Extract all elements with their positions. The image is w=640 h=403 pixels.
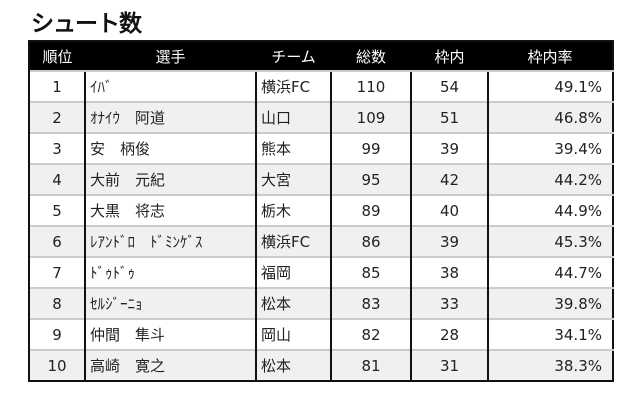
cell-total: 95 [330,163,411,195]
cell-player: 高崎 寛之 [84,349,256,381]
cell-total: 109 [330,101,411,133]
cell-total: 83 [330,287,411,319]
header-team: チーム [256,41,331,71]
cell-on-target-rate: 34.1% [487,318,613,350]
cell-on-target: 54 [410,70,488,102]
cell-rank: 6 [28,225,85,257]
cell-on-target-rate: 45.3% [487,225,613,257]
cell-team: 熊本 [255,132,331,164]
cell-player: ｾﾙｼﾞｰﾆｮ [84,287,256,319]
cell-player: 大前 元紀 [84,163,256,195]
cell-on-target: 38 [410,256,488,288]
cell-on-target: 39 [410,132,488,164]
cell-total: 82 [330,318,411,350]
cell-on-target-rate: 46.8% [487,101,613,133]
cell-team: 横浜FC [255,225,331,257]
header-row: 順位 選手 チーム 総数 枠内 枠内率 [29,41,613,71]
cell-rank: 7 [28,256,85,288]
cell-team: 福岡 [255,256,331,288]
table-row: 7 ﾄﾞｩﾄﾞｩ 福岡 85 38 44.7% [28,256,613,288]
cell-rank: 8 [28,287,85,319]
shots-table: 順位 選手 チーム 総数 枠内 枠内率 1 ｲﾊﾞ 横浜FC 110 54 49.1% 2 ｵﾅｲｳ 阿… [28,40,614,382]
header-on-target-rate: 枠内率 [488,41,613,71]
cell-on-target: 51 [410,101,488,133]
cell-team: 山口 [255,101,331,133]
cell-on-target-rate: 44.9% [487,194,613,226]
cell-total: 89 [330,194,411,226]
cell-rank: 9 [28,318,85,350]
cell-rank: 2 [28,101,85,133]
cell-team: 大宮 [255,163,331,195]
table-row: 8 ｾﾙｼﾞｰﾆｮ 松本 83 33 39.8% [28,287,613,319]
cell-player: ﾚｱﾝﾄﾞﾛ ﾄﾞﾐﾝｹﾞｽ [84,225,256,257]
cell-on-target: 28 [410,318,488,350]
cell-total: 81 [330,349,411,381]
header-rank: 順位 [29,41,85,71]
cell-team: 横浜FC [255,70,331,102]
cell-on-target: 40 [410,194,488,226]
cell-on-target: 39 [410,225,488,257]
cell-rank: 4 [28,163,85,195]
cell-on-target-rate: 49.1% [487,70,613,102]
header-player: 選手 [85,41,256,71]
cell-on-target: 42 [410,163,488,195]
cell-rank: 5 [28,194,85,226]
cell-on-target-rate: 44.2% [487,163,613,195]
cell-total: 86 [330,225,411,257]
table-row: 4 大前 元紀 大宮 95 42 44.2% [28,163,613,195]
header-on-target: 枠内 [411,41,488,71]
table-row: 1 ｲﾊﾞ 横浜FC 110 54 49.1% [28,70,613,102]
cell-total: 99 [330,132,411,164]
cell-rank: 1 [28,70,85,102]
table-row: 2 ｵﾅｲｳ 阿道 山口 109 51 46.8% [28,101,613,133]
cell-total: 85 [330,256,411,288]
cell-on-target: 33 [410,287,488,319]
cell-player: ﾄﾞｩﾄﾞｩ [84,256,256,288]
table-row: 10 高崎 寛之 松本 81 31 38.3% [28,349,613,381]
cell-team: 松本 [255,349,331,381]
cell-on-target-rate: 44.7% [487,256,613,288]
cell-player: 安 柄俊 [84,132,256,164]
cell-player: ｵﾅｲｳ 阿道 [84,101,256,133]
cell-rank: 3 [28,132,85,164]
cell-team: 栃木 [255,194,331,226]
cell-rank: 10 [28,349,85,381]
table-row: 5 大黒 将志 栃木 89 40 44.9% [28,194,613,226]
cell-team: 松本 [255,287,331,319]
cell-total: 110 [330,70,411,102]
cell-on-target-rate: 39.4% [487,132,613,164]
header-total: 総数 [331,41,411,71]
cell-on-target: 31 [410,349,488,381]
cell-player: 大黒 将志 [84,194,256,226]
cell-player: ｲﾊﾞ [84,70,256,102]
cell-player: 仲間 隼斗 [84,318,256,350]
page-title: シュート数 [31,11,142,37]
table-row: 9 仲間 隼斗 岡山 82 28 34.1% [28,318,613,350]
cell-team: 岡山 [255,318,331,350]
cell-on-target-rate: 39.8% [487,287,613,319]
cell-on-target-rate: 38.3% [487,349,613,381]
table-row: 6 ﾚｱﾝﾄﾞﾛ ﾄﾞﾐﾝｹﾞｽ 横浜FC 86 39 45.3% [28,225,613,257]
